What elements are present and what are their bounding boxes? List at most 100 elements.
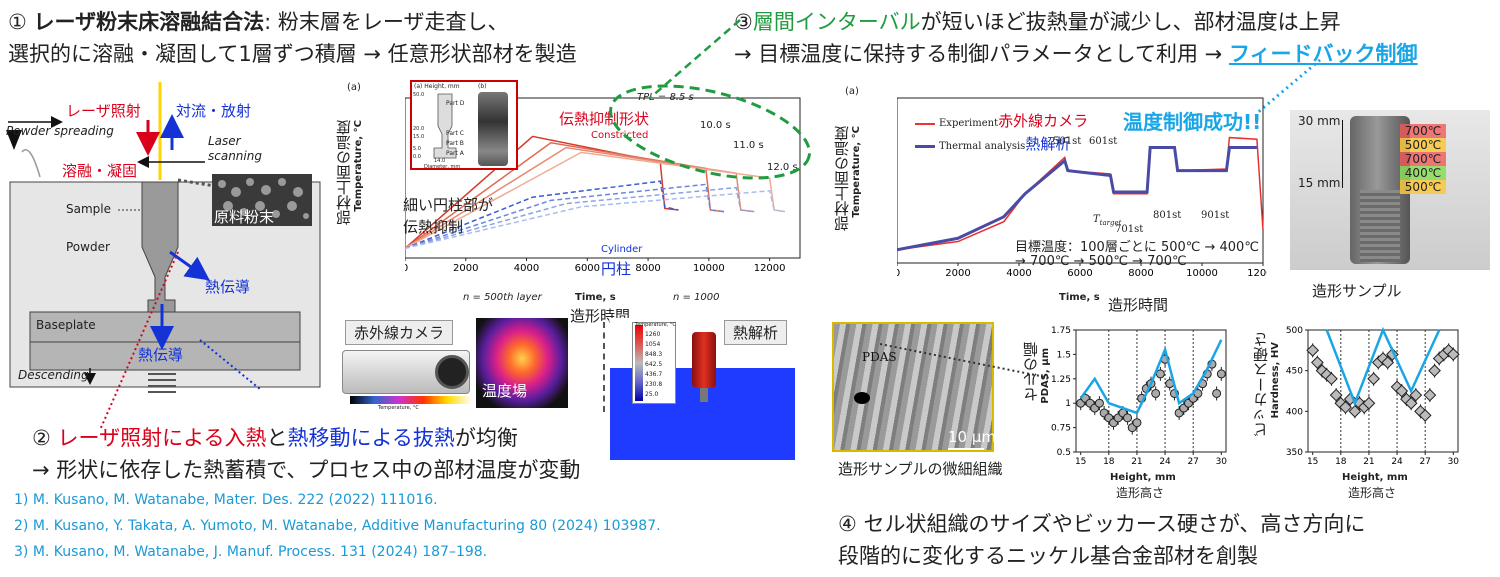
band-1: 500℃ <box>1400 138 1446 152</box>
trend-line <box>1325 326 1441 407</box>
x-tick-label-4: 27 <box>1419 457 1430 467</box>
point-16 <box>1381 356 1395 369</box>
chart4-panel: ビッカース硬さ Hardness, HV 15 18 21 24 27 30 350 400 4… <box>1250 322 1465 500</box>
divider <box>603 322 605 412</box>
band-2: 700℃ <box>1400 152 1446 166</box>
chart2-success: 温度制御成功!! <box>1123 110 1262 134</box>
laser-scanning-label-2: scanning <box>208 149 262 163</box>
y-tick-label-3: 1.25 <box>1051 375 1071 385</box>
point-9 <box>1348 404 1362 418</box>
inset-tick-3: 5.0 <box>413 146 421 152</box>
heading-2-line1: ② レーザ照射による入熱と熱移動による抜熱が均衡 <box>32 426 518 450</box>
y-tick-label-1: 400 <box>1286 407 1303 417</box>
heading-2-line2: → 形状に依存した熱蓄積で、プロセス中の部材温度が変動 <box>32 458 581 482</box>
thermal-legend: Temperature, °C 1260 1054 848.3 642.5 43… <box>632 322 676 404</box>
chart3-plot: 15 18 21 24 27 30 0.5 0.75 1 1.25 1.5 1.75 <box>1051 326 1227 467</box>
chart1-annot-cylinder-jp: 円柱 <box>601 260 632 278</box>
heading-3-line2: → 目標温度に保持する制御パラメータとして利用 → フィードバック制御 <box>734 42 1418 66</box>
melt-label: 溶融・凝固 <box>62 162 138 180</box>
inset-part-b: Part B <box>446 140 464 147</box>
band-0: 700℃ <box>1400 124 1446 138</box>
x-tick-label-2: 4000 <box>1006 268 1031 279</box>
legend-thermal: Thermal analysis <box>939 141 1026 152</box>
feedback-control-link[interactable]: フィードバック制御 <box>1228 42 1418 66</box>
point-0 <box>1306 343 1320 357</box>
inset-geometry <box>433 93 457 159</box>
microstructure-image: PDAS 10 μm <box>832 322 997 452</box>
chart4-xlabel: Height, mm <box>1342 472 1408 483</box>
chart1-layer500: n = 500th layer <box>463 292 542 303</box>
chart1-tpl-3: 12.0 s <box>767 162 798 173</box>
micro-caption: 造形サンプルの微細組織 <box>838 460 1003 478</box>
ir-camera-tag: 赤外線カメラ <box>345 320 454 345</box>
scale-bar <box>948 448 984 450</box>
chart2-layer-801: 801st <box>1153 210 1182 221</box>
chart1-tpl-2: 11.0 s <box>733 140 764 151</box>
heading-1-line1: ① レーザ粉末床溶融結合法: 粉末層をレーザ走査し、 <box>8 10 509 34</box>
chart2-layer-901: 901st <box>1201 210 1230 221</box>
band-3: 400℃ <box>1400 166 1446 180</box>
chart2-xlabel: Time, s <box>1059 292 1100 303</box>
chart1-tpl-0: TPL = 8.5 s <box>637 92 694 103</box>
y-tick-label-2: 450 <box>1286 367 1303 377</box>
x-tick-label-3: 6000 <box>575 263 600 274</box>
y-tick-label-1: 0.75 <box>1051 424 1071 434</box>
legend-thermal-jp: 熱解析 <box>1025 135 1071 153</box>
thermal-val-0: 1260 <box>645 331 661 338</box>
heading-1-line2: 選択的に溶融・凝固して1層ずつ積層 → 任意形状部材を製造 <box>8 42 577 66</box>
plot-frame <box>1307 329 1459 453</box>
reference-2: 2) M. Kusano, Y. Takata, A. Yumoto, M. W… <box>14 518 661 534</box>
sample-caption: 造形サンプル <box>1312 282 1402 300</box>
laser-scanning-label-1: Laser <box>208 134 241 148</box>
point-1 <box>1311 356 1324 369</box>
conduction-label-1: 熱伝導 <box>205 278 251 296</box>
point-30 <box>1216 369 1226 379</box>
chart4-plot: 15 18 21 24 27 30 350 400 450 500 <box>1286 326 1460 467</box>
chart2-panel-label: (a) <box>845 86 859 97</box>
point-12 <box>1362 396 1376 410</box>
point-7 <box>1339 400 1352 414</box>
band-4: 500℃ <box>1400 180 1446 194</box>
chart2-target-line2: → 700℃ → 500℃ → 700℃ <box>1015 254 1187 269</box>
y-tick-label-5: 1.75 <box>1051 326 1071 336</box>
chart1-highlight-ellipse <box>609 84 811 180</box>
x-tick-label-2: 4000 <box>514 263 539 274</box>
connector-red-blue <box>99 251 260 431</box>
inset-tick-2: 15.0 <box>413 134 425 140</box>
point-12 <box>1132 418 1142 428</box>
sample-h15: 15 mm <box>1298 176 1341 190</box>
raw-powder-image <box>212 174 312 226</box>
chart1-annot-constricted: Constricted <box>591 130 649 141</box>
x-tick-label-1: 18 <box>1335 457 1347 467</box>
convection-label: 対流・放射 <box>176 102 252 120</box>
x-tick-label-2: 21 <box>1131 457 1142 467</box>
x-tick-label-3: 6000 <box>1067 268 1092 279</box>
chart1-plot: 0200040006000800010000120000200400600800… <box>405 97 801 274</box>
thermal-val-4: 436.7 <box>645 371 663 378</box>
y-tick-label-0: 0.5 <box>1057 448 1071 458</box>
sample-lower <box>1360 190 1400 262</box>
height-arrow <box>1342 120 1343 188</box>
y-tick-label-0: 350 <box>1286 448 1303 458</box>
inset-tick-4: 0.0 <box>413 154 421 160</box>
pore <box>854 392 870 404</box>
y-tick-label-2: 1 <box>1065 399 1071 409</box>
chart2-layer-501: 501st <box>1053 136 1082 147</box>
scale-bar-label: 10 μm <box>948 428 997 446</box>
x-tick-label-4: 8000 <box>1128 268 1153 279</box>
inset-part-c: Part C <box>446 130 464 137</box>
lpbf-schematic: レーザ照射 対流・放射 Powder spreading Laser scann… <box>0 82 330 394</box>
chart1-annot-thin-2: 伝熱抑制 <box>403 218 464 236</box>
point-26 <box>1428 364 1441 378</box>
chart4-ylabel: Hardness, HV <box>1270 342 1281 419</box>
chart3-xlabel-jp: 造形高さ <box>1116 486 1165 500</box>
x-tick-label-3: 24 <box>1159 457 1171 467</box>
sample-photo: 30 mm 15 mm 700℃ 500℃ 700℃ 400℃ 500℃ <box>1290 110 1490 270</box>
trend-line <box>1079 339 1223 415</box>
point-5 <box>1329 388 1343 402</box>
powder-label: Powder <box>66 240 110 254</box>
recoater-blade <box>6 130 22 150</box>
thermal-legend-bar <box>635 325 643 401</box>
legend-exp-jp: 赤外線カメラ <box>998 112 1089 130</box>
chart2-panel: (a) 部材上面の温度 Temperature, °C 0 2000 4000 600… <box>833 86 1275 316</box>
